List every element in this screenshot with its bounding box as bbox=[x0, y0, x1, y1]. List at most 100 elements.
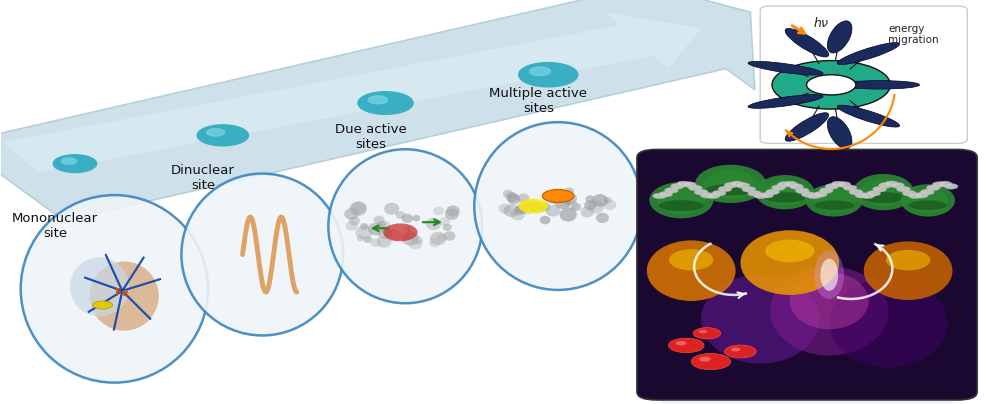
Circle shape bbox=[783, 181, 797, 187]
Circle shape bbox=[358, 92, 413, 114]
Ellipse shape bbox=[439, 217, 450, 226]
Circle shape bbox=[830, 181, 844, 187]
FancyBboxPatch shape bbox=[661, 386, 951, 404]
Ellipse shape bbox=[908, 200, 946, 210]
Text: Dinuclear
site: Dinuclear site bbox=[171, 164, 235, 192]
Ellipse shape bbox=[669, 249, 713, 270]
Circle shape bbox=[889, 183, 903, 188]
Ellipse shape bbox=[602, 200, 615, 210]
Circle shape bbox=[652, 193, 666, 199]
Ellipse shape bbox=[584, 200, 596, 210]
Ellipse shape bbox=[395, 211, 405, 219]
Ellipse shape bbox=[430, 232, 446, 245]
Ellipse shape bbox=[443, 231, 455, 241]
Ellipse shape bbox=[580, 206, 594, 217]
Circle shape bbox=[687, 185, 701, 191]
Circle shape bbox=[824, 183, 838, 189]
Ellipse shape bbox=[863, 242, 951, 300]
Ellipse shape bbox=[498, 204, 511, 214]
Ellipse shape bbox=[385, 229, 400, 242]
FancyBboxPatch shape bbox=[759, 6, 966, 143]
Ellipse shape bbox=[401, 214, 412, 223]
Ellipse shape bbox=[70, 257, 129, 316]
Circle shape bbox=[518, 63, 577, 87]
Ellipse shape bbox=[403, 226, 411, 232]
Circle shape bbox=[872, 186, 885, 192]
Ellipse shape bbox=[345, 221, 357, 231]
Circle shape bbox=[368, 96, 387, 104]
Circle shape bbox=[718, 186, 732, 192]
Circle shape bbox=[854, 192, 868, 198]
Ellipse shape bbox=[811, 189, 855, 213]
Ellipse shape bbox=[513, 207, 524, 216]
Ellipse shape bbox=[518, 201, 535, 215]
Circle shape bbox=[836, 182, 850, 187]
Ellipse shape bbox=[769, 267, 887, 356]
Ellipse shape bbox=[328, 149, 482, 303]
Circle shape bbox=[806, 75, 855, 95]
Ellipse shape bbox=[861, 192, 904, 203]
Ellipse shape bbox=[349, 202, 367, 216]
Ellipse shape bbox=[852, 174, 913, 210]
Ellipse shape bbox=[378, 221, 389, 230]
Ellipse shape bbox=[360, 223, 368, 230]
Ellipse shape bbox=[344, 208, 359, 220]
Circle shape bbox=[669, 183, 683, 189]
Text: Mononuclear
site: Mononuclear site bbox=[12, 212, 99, 240]
Circle shape bbox=[664, 187, 677, 193]
Ellipse shape bbox=[547, 194, 559, 204]
Circle shape bbox=[937, 181, 951, 187]
Ellipse shape bbox=[517, 194, 528, 203]
Ellipse shape bbox=[90, 261, 159, 331]
Ellipse shape bbox=[602, 197, 611, 204]
Ellipse shape bbox=[571, 203, 581, 211]
Circle shape bbox=[795, 188, 809, 194]
Ellipse shape bbox=[368, 223, 384, 236]
Circle shape bbox=[712, 190, 726, 196]
Ellipse shape bbox=[408, 238, 422, 249]
Circle shape bbox=[907, 193, 921, 199]
Circle shape bbox=[53, 155, 97, 173]
Ellipse shape bbox=[506, 192, 518, 202]
Ellipse shape bbox=[789, 273, 868, 329]
Circle shape bbox=[731, 347, 740, 351]
Circle shape bbox=[771, 185, 785, 190]
Ellipse shape bbox=[836, 42, 898, 65]
Ellipse shape bbox=[510, 209, 525, 221]
Circle shape bbox=[925, 185, 939, 191]
Text: Multiple active
sites: Multiple active sites bbox=[489, 87, 587, 115]
Ellipse shape bbox=[374, 216, 385, 224]
Polygon shape bbox=[0, 0, 754, 221]
Ellipse shape bbox=[384, 203, 398, 215]
Ellipse shape bbox=[560, 192, 577, 205]
Ellipse shape bbox=[694, 165, 765, 203]
Circle shape bbox=[675, 181, 689, 187]
FancyBboxPatch shape bbox=[636, 149, 976, 400]
Ellipse shape bbox=[181, 174, 343, 335]
Circle shape bbox=[690, 354, 730, 370]
Ellipse shape bbox=[596, 213, 608, 223]
Circle shape bbox=[842, 185, 856, 191]
Circle shape bbox=[913, 192, 927, 198]
Ellipse shape bbox=[545, 205, 560, 217]
Circle shape bbox=[812, 191, 826, 197]
Circle shape bbox=[765, 189, 779, 195]
Ellipse shape bbox=[474, 122, 641, 290]
Ellipse shape bbox=[828, 279, 947, 368]
Ellipse shape bbox=[762, 180, 807, 206]
Circle shape bbox=[700, 193, 714, 198]
Text: energy
migration: energy migration bbox=[887, 23, 938, 45]
Ellipse shape bbox=[539, 216, 550, 224]
Circle shape bbox=[61, 158, 76, 164]
Ellipse shape bbox=[657, 187, 705, 214]
Ellipse shape bbox=[355, 226, 373, 240]
Ellipse shape bbox=[554, 196, 570, 209]
Ellipse shape bbox=[364, 236, 372, 243]
Ellipse shape bbox=[401, 231, 419, 246]
Ellipse shape bbox=[860, 179, 905, 206]
Ellipse shape bbox=[754, 175, 813, 209]
Circle shape bbox=[807, 193, 820, 199]
Ellipse shape bbox=[377, 227, 391, 239]
Ellipse shape bbox=[592, 194, 607, 207]
Ellipse shape bbox=[900, 184, 954, 217]
